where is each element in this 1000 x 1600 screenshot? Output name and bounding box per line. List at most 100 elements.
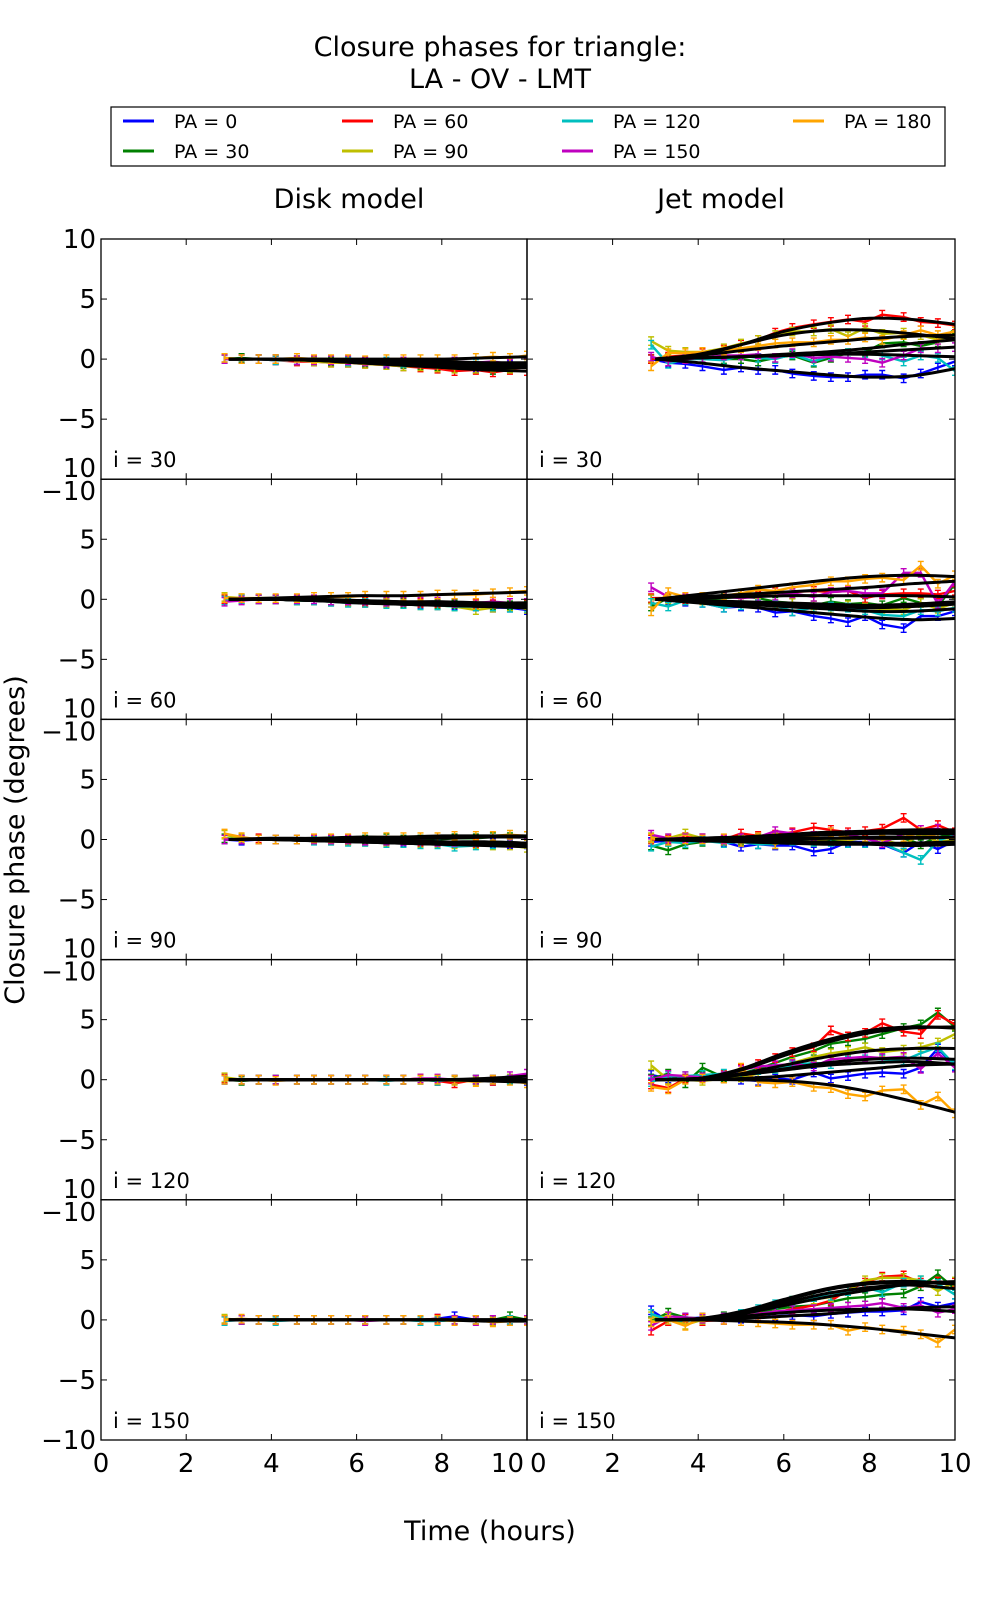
y-tick-label: 5	[79, 285, 96, 315]
plot-area	[648, 1269, 955, 1348]
model-curve-pa-150	[655, 579, 955, 601]
legend-entry-pa-180: PA = 180	[793, 111, 932, 133]
model-curve-pa-180	[655, 831, 955, 841]
plot-area	[648, 309, 955, 384]
error-bar	[934, 1009, 941, 1020]
error-bar	[917, 560, 924, 571]
chart-title-line1: Closure phases for triangle:	[314, 32, 687, 63]
error-bar	[524, 830, 527, 841]
y-tick-label: 5	[79, 1246, 96, 1276]
error-bar	[952, 366, 955, 377]
x-tick-label: 4	[263, 1449, 280, 1479]
error-bar	[648, 582, 655, 593]
column-title-disk: Disk model	[274, 184, 425, 215]
inclination-label: i = 120	[539, 1169, 616, 1193]
inclination-label: i = 90	[539, 929, 603, 953]
model-curve-pa-120	[655, 838, 955, 845]
legend-entry-pa-90: PA = 90	[342, 141, 468, 163]
error-bar	[952, 1277, 955, 1288]
inclination-label: i = 90	[113, 929, 177, 953]
model-curve-pa-120	[655, 597, 955, 614]
error-bar	[952, 1289, 955, 1300]
panel-disk-model-i-60: −10 −5 0 5 10 i = 60	[41, 454, 528, 747]
error-bar	[879, 619, 886, 630]
x-tick-label: 0	[530, 1449, 547, 1479]
legend-label: PA = 150	[613, 141, 701, 163]
panel-jet-model-i-150: 0 2 4 6 8 10 i = 150	[526, 1199, 972, 1479]
y-tick-label: 10	[63, 1175, 96, 1205]
error-bar	[952, 1304, 955, 1314]
x-tick-label: 6	[348, 1449, 365, 1479]
x-axis-label: Time (hours)	[403, 1516, 576, 1547]
plot-area	[221, 828, 527, 853]
y-tick-label: −5	[58, 1366, 96, 1396]
y-tick-label: −10	[41, 717, 96, 747]
panel-disk-model-i-120: −10 −5 0 5 10 i = 120	[41, 935, 528, 1228]
error-bar	[524, 350, 527, 361]
legend-entry-pa-30: PA = 30	[123, 141, 249, 163]
error-bar	[952, 342, 955, 352]
x-tick-label: 8	[434, 1449, 451, 1479]
error-bar	[221, 593, 228, 604]
legend-entry-pa-0: PA = 0	[123, 111, 237, 133]
inclination-label: i = 60	[539, 688, 603, 712]
model-curve-pa-180	[655, 1318, 955, 1340]
legend-entry-pa-60: PA = 60	[342, 111, 468, 133]
inclination-label: i = 150	[539, 1409, 616, 1433]
error-bar	[827, 1025, 834, 1036]
error-bar	[900, 623, 907, 634]
y-tick-label: −5	[58, 405, 96, 435]
inclination-label: i = 120	[113, 1169, 190, 1193]
model-curve-pa-0	[655, 357, 955, 379]
error-bar	[952, 320, 955, 331]
model-curve-pa-180	[228, 834, 527, 841]
panel-jet-model-i-90: i = 90	[526, 718, 956, 961]
plot-area	[648, 560, 955, 634]
y-tick-label: 0	[79, 1306, 96, 1336]
error-bar	[952, 585, 955, 596]
y-tick-label: −10	[41, 958, 96, 988]
y-tick-label: 0	[79, 345, 96, 375]
error-bar	[900, 1068, 907, 1079]
error-bar	[665, 601, 672, 612]
error-bar	[682, 1321, 689, 1331]
panel-jet-model-i-60: i = 60	[526, 478, 956, 721]
y-tick-label: 0	[79, 1066, 96, 1096]
error-bar	[934, 1337, 941, 1348]
x-tick-label: 4	[690, 1449, 707, 1479]
y-tick-label: 5	[79, 525, 96, 555]
legend-entry-pa-150: PA = 150	[562, 141, 701, 163]
x-tick-label: 10	[938, 1449, 971, 1479]
legend-entry-pa-120: PA = 120	[562, 111, 701, 133]
legend-items: PA = 0 PA = 60 PA = 120 PA = 180 PA = 30 PA =…	[123, 111, 932, 163]
y-tick-label: −5	[58, 886, 96, 916]
y-tick-label: 0	[79, 826, 96, 856]
error-bar	[952, 1324, 955, 1335]
error-bar	[917, 1029, 924, 1039]
model-curve-pa-150	[655, 345, 955, 361]
error-bar	[221, 828, 228, 839]
plot-area	[648, 812, 955, 865]
x-tick-label: 10	[491, 1449, 524, 1479]
error-bar	[524, 1316, 527, 1326]
legend-label: PA = 120	[613, 111, 701, 133]
plot-area	[648, 1007, 955, 1119]
error-bar	[524, 1068, 527, 1079]
error-bar	[221, 352, 228, 363]
error-bar	[665, 1084, 672, 1095]
y-tick-label: 10	[63, 694, 96, 724]
panel-jet-model-i-120: i = 120	[526, 958, 956, 1201]
plot-area	[221, 1068, 527, 1089]
error-bar	[524, 1315, 527, 1325]
error-bar	[952, 1060, 955, 1071]
error-bar	[648, 339, 655, 350]
plot-area	[221, 1311, 527, 1328]
model-curve-pa-180	[655, 573, 955, 601]
error-bar	[810, 846, 817, 857]
legend-label: PA = 0	[174, 111, 237, 133]
error-bar	[900, 1288, 907, 1299]
plot-area	[221, 585, 527, 616]
error-bar	[952, 1029, 955, 1039]
y-tick-label: −5	[58, 1126, 96, 1156]
